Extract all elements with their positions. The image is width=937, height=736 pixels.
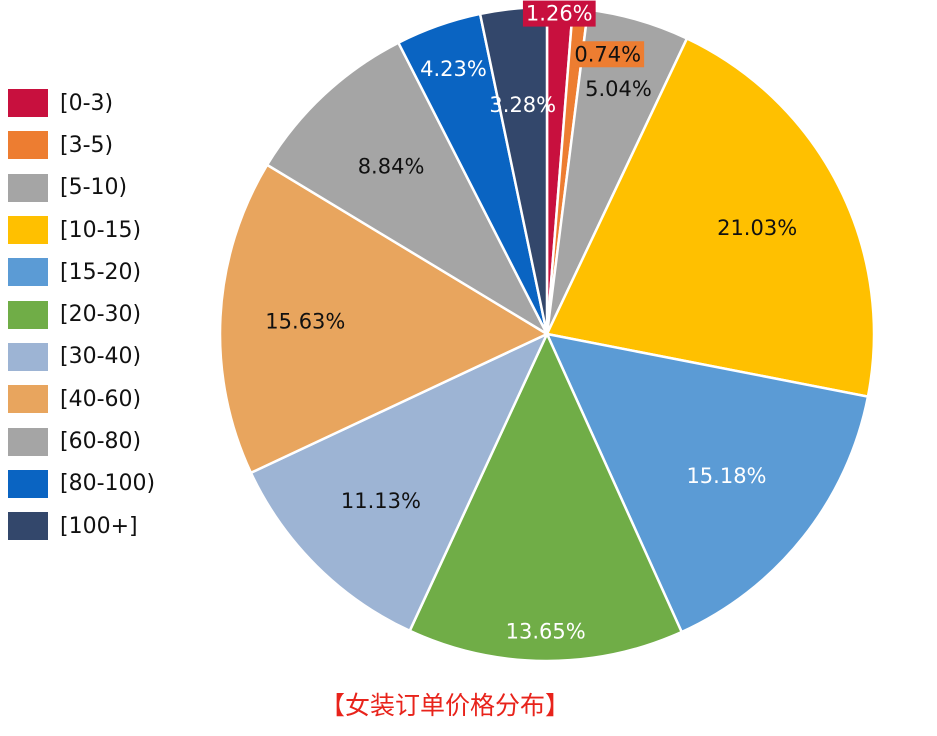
legend-item: [20-30) [8,293,155,335]
data-label: 0.74% [571,41,645,68]
data-label-text: 8.84% [358,154,425,178]
data-label: 4.23% [420,57,487,81]
legend-swatch [8,89,48,118]
legend-swatch [8,512,48,541]
data-label-text: 15.63% [265,309,345,333]
legend-label: [40-60) [60,386,142,412]
legend-label: [60-80) [60,429,142,455]
legend-label: [100+] [60,513,138,539]
legend-swatch [8,342,48,371]
legend: [0-3) [3-5) [5-10) [10-15) [15-20) [20-30) [30… [8,82,155,547]
legend-label: [20-30) [60,302,142,328]
legend-item: [30-40) [8,336,155,378]
pie-slices [218,5,876,663]
data-label-box [571,41,645,68]
legend-label: [5-10) [60,175,128,201]
data-label-text: 5.04% [585,77,652,101]
legend-item: [10-15) [8,209,155,251]
legend-label: [10-15) [60,217,142,243]
legend-item: [0-3) [8,82,155,124]
data-label-text: 11.13% [341,489,421,513]
pie-slice [218,163,550,475]
legend-label: [80-100) [60,471,156,497]
pie-data-labels: 1.26% 0.74% 5.04% 21.03% 15.18% 13.65% 11.13% 1… [265,0,797,644]
data-label-box [522,0,596,27]
pie-slice [544,332,870,634]
legend-swatch [8,300,48,329]
legend-label: [3-5) [60,132,114,158]
data-label: 11.13% [341,489,421,513]
legend-item: [15-20) [8,251,155,293]
legend-swatch [8,216,48,245]
legend-item: [5-10) [8,167,155,209]
legend-label: [15-20) [60,259,142,285]
data-label-text: 15.18% [686,464,766,488]
chart-title: 【女装订单价格分布】 [319,691,570,720]
data-label-text: 3.28% [489,93,556,117]
legend-item: [40-60) [8,378,155,420]
pie-slice [265,41,551,338]
pie-slice [545,36,876,399]
legend-item: [3-5) [8,124,155,166]
pie-slice [249,331,550,633]
data-label: 15.18% [686,464,766,488]
legend-swatch [8,173,48,202]
legend-item: [100+] [8,505,155,547]
data-label: 3.28% [489,93,556,117]
data-label-text: 13.65% [506,620,586,644]
data-label-text: 4.23% [420,57,487,81]
legend-swatch [8,258,48,287]
legend-item: [80-100) [8,463,155,505]
legend-swatch [8,131,48,160]
data-label-text: 0.74% [574,42,641,66]
legend-swatch [8,427,48,456]
data-label: 5.04% [585,77,652,101]
legend-label: [0-3) [60,90,114,116]
data-label: 21.03% [717,216,797,240]
data-label-text: 21.03% [717,216,797,240]
data-label: 8.84% [358,154,425,178]
legend-item: [60-80) [8,420,155,462]
legend-label: [30-40) [60,344,142,370]
data-label: 15.63% [265,309,345,333]
data-label-text: 1.26% [526,2,593,26]
legend-swatch [8,385,48,414]
data-label: 1.26% [522,0,596,27]
data-label: 13.65% [506,620,586,644]
legend-swatch [8,469,48,498]
pie-slice [408,330,684,663]
